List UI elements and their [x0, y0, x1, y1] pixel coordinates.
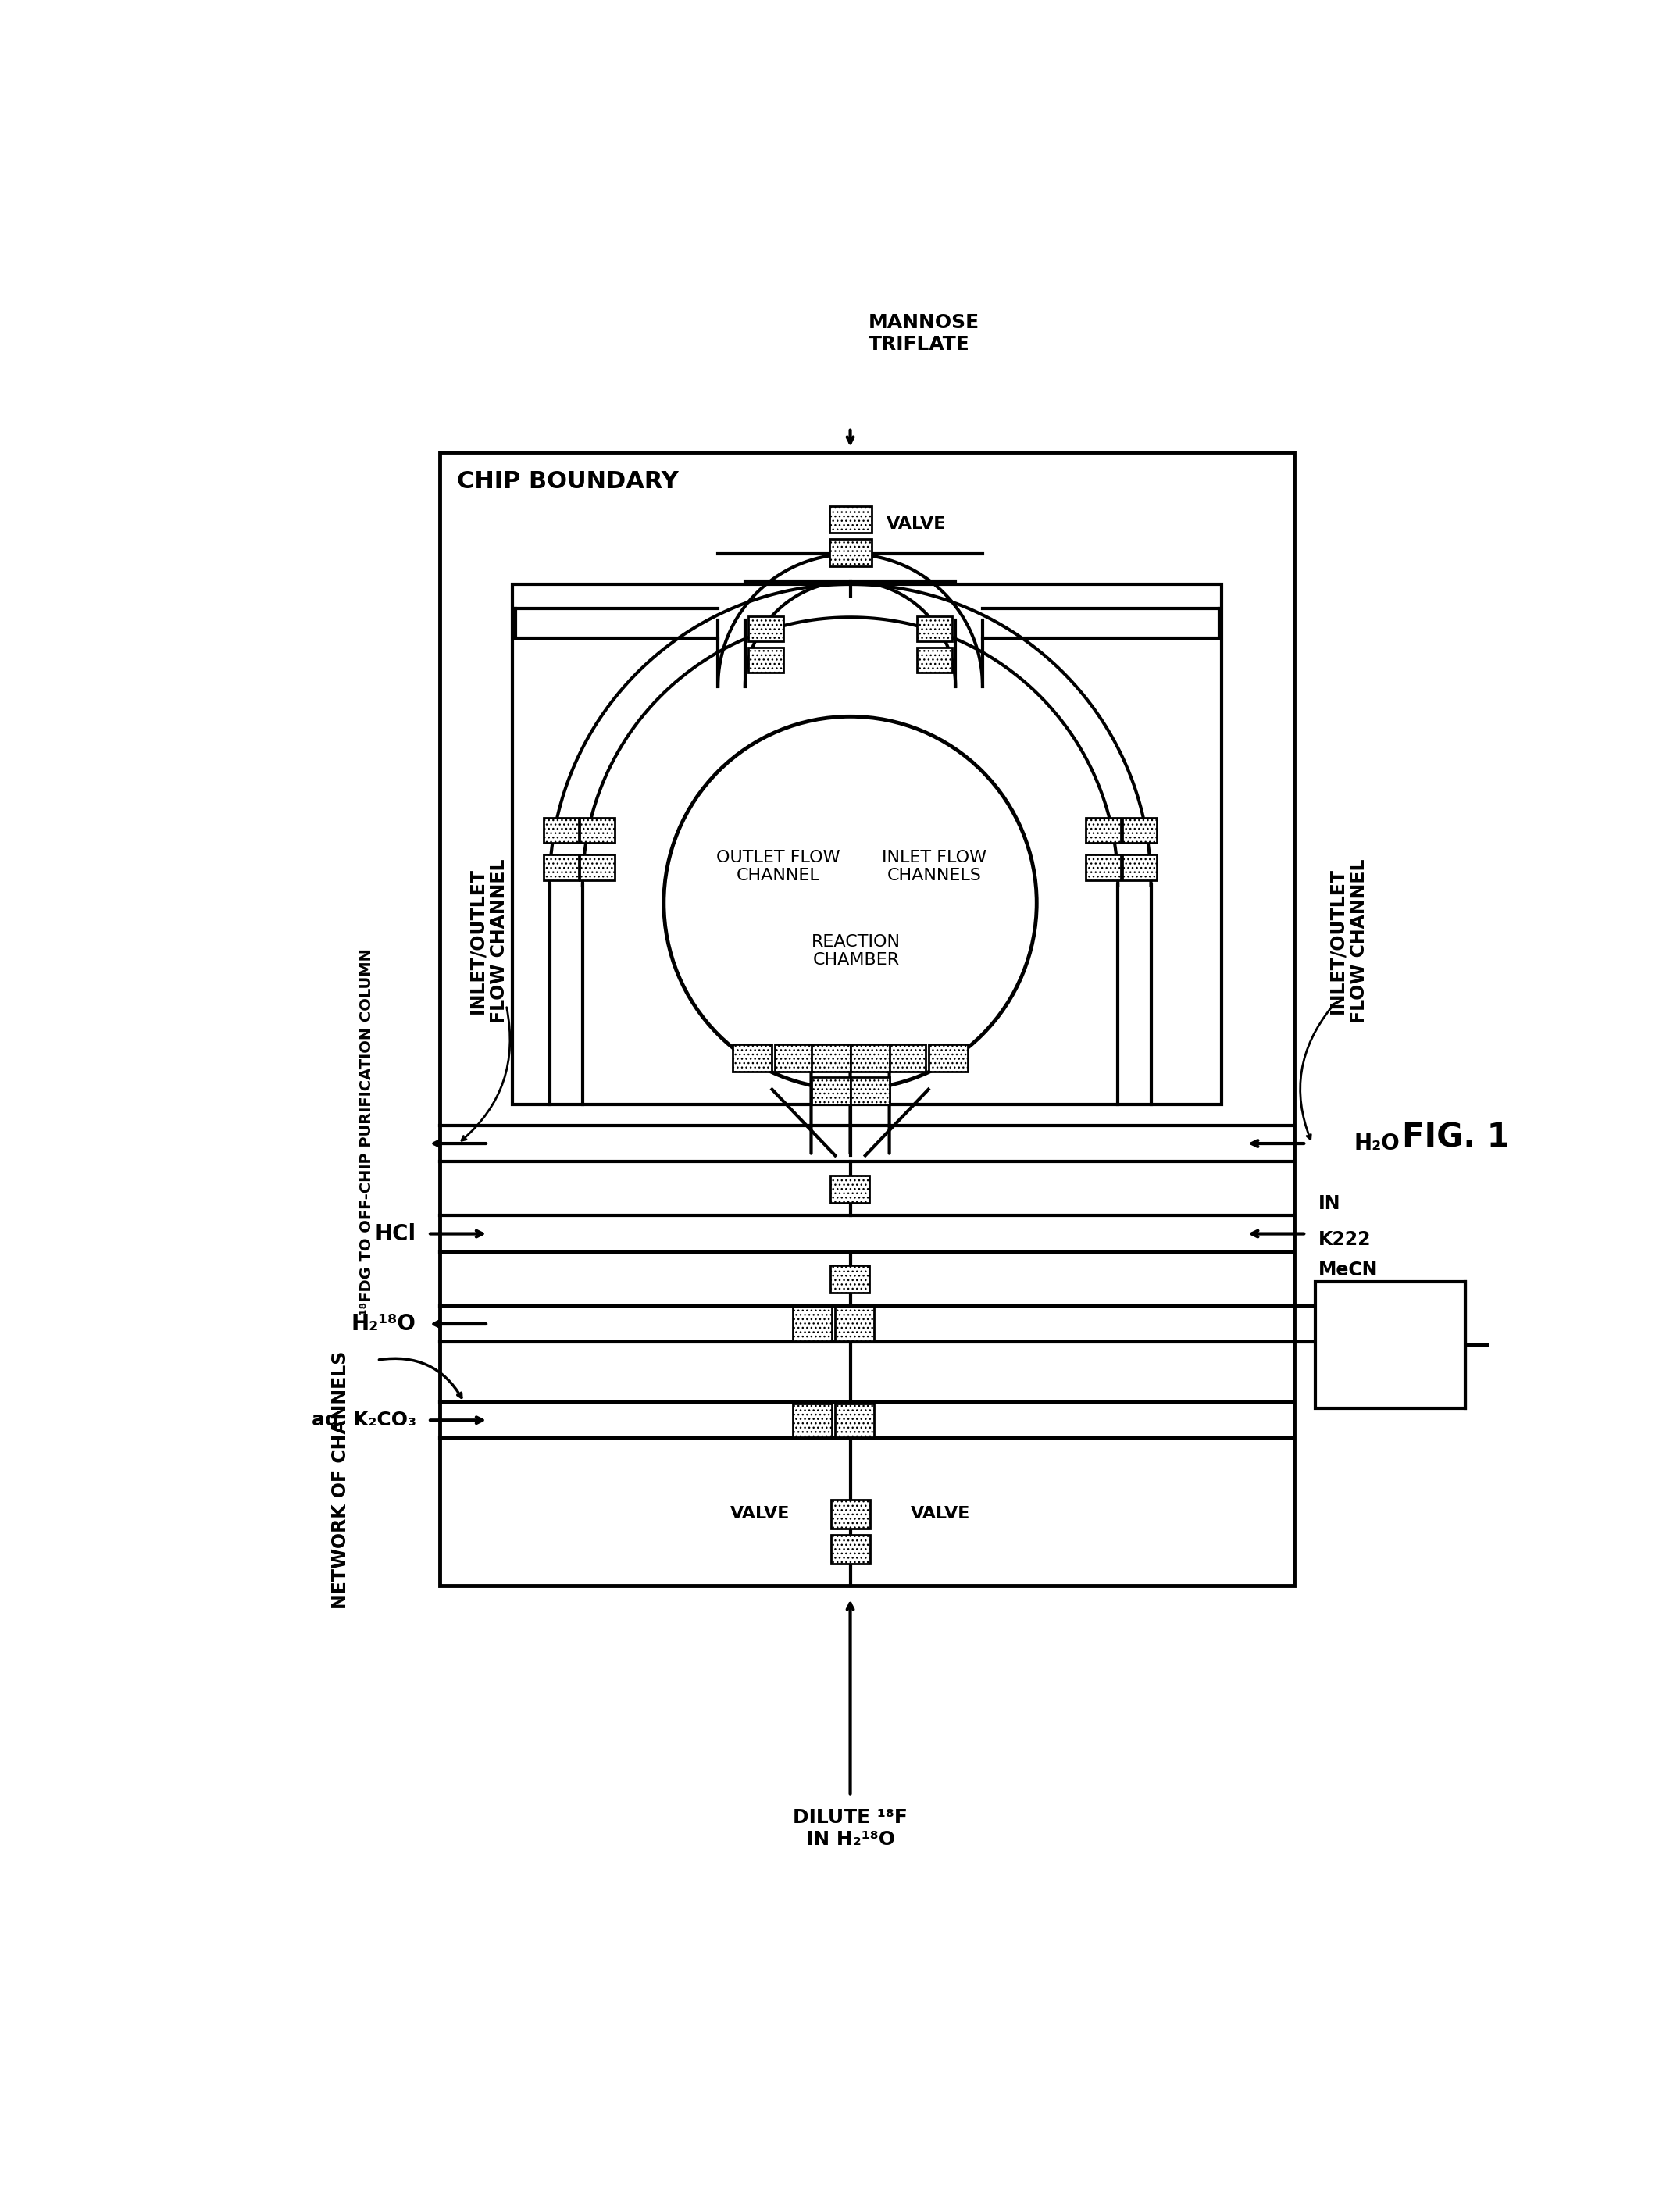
- Text: VALVE: VALVE: [886, 515, 946, 531]
- Bar: [834, 1307, 874, 1340]
- Bar: [733, 1044, 771, 1071]
- Bar: [831, 1500, 869, 1528]
- Bar: [793, 1307, 833, 1340]
- Bar: [579, 818, 614, 843]
- Text: VALVE: VALVE: [730, 1506, 790, 1522]
- Text: CHIP BOUNDARY: CHIP BOUNDARY: [456, 469, 679, 493]
- Bar: [440, 451, 1294, 1586]
- Bar: [830, 507, 871, 533]
- Text: INLET/OUTLET
FLOW CHANNEL: INLET/OUTLET FLOW CHANNEL: [468, 858, 508, 1024]
- Bar: [834, 1402, 874, 1438]
- Text: INLET/OUTLET
FLOW CHANNEL: INLET/OUTLET FLOW CHANNEL: [1327, 858, 1369, 1024]
- Text: H₂¹⁸O: H₂¹⁸O: [352, 1314, 416, 1334]
- Bar: [917, 648, 952, 672]
- Bar: [748, 648, 783, 672]
- Text: H₂O: H₂O: [1354, 1133, 1400, 1155]
- Text: DILUTE ¹⁸F
IN H₂¹⁸O: DILUTE ¹⁸F IN H₂¹⁸O: [793, 1807, 907, 1849]
- Bar: [1121, 854, 1156, 880]
- Bar: [886, 1044, 926, 1071]
- Bar: [811, 1077, 849, 1104]
- Bar: [831, 1175, 869, 1203]
- Text: HCl: HCl: [375, 1223, 416, 1245]
- Bar: [917, 617, 952, 641]
- Text: aq. K₂CO₃: aq. K₂CO₃: [312, 1411, 416, 1429]
- Text: FIG. 1: FIG. 1: [1402, 1121, 1510, 1155]
- Bar: [1316, 1281, 1465, 1409]
- Bar: [831, 1265, 869, 1292]
- Bar: [1087, 854, 1121, 880]
- Bar: [579, 854, 614, 880]
- Bar: [793, 1402, 833, 1438]
- Text: MeCN: MeCN: [1319, 1261, 1379, 1279]
- Text: INLET FLOW
CHANNELS: INLET FLOW CHANNELS: [883, 849, 987, 885]
- Bar: [775, 1044, 815, 1071]
- Bar: [513, 584, 1223, 1104]
- Bar: [811, 1044, 849, 1071]
- Text: MANNOSE
TRIFLATE: MANNOSE TRIFLATE: [868, 314, 979, 354]
- Text: REACTION
CHAMBER: REACTION CHAMBER: [811, 933, 901, 969]
- Bar: [849, 1077, 889, 1104]
- Text: VALVE: VALVE: [911, 1506, 971, 1522]
- Bar: [544, 818, 579, 843]
- Bar: [849, 1044, 889, 1071]
- Text: IN: IN: [1319, 1194, 1340, 1212]
- Text: NETWORK OF CHANNELS: NETWORK OF CHANNELS: [332, 1352, 350, 1610]
- Bar: [1121, 818, 1156, 843]
- Bar: [830, 540, 871, 566]
- Bar: [544, 854, 579, 880]
- Text: K222: K222: [1319, 1230, 1370, 1250]
- Bar: [748, 617, 783, 641]
- Bar: [831, 1535, 869, 1564]
- Text: ¹⁸FDG TO OFF-CHIP PURIFICATION COLUMN: ¹⁸FDG TO OFF-CHIP PURIFICATION COLUMN: [358, 949, 373, 1314]
- Bar: [1087, 818, 1121, 843]
- Text: OUTLET FLOW
CHANNEL: OUTLET FLOW CHANNEL: [717, 849, 839, 885]
- Bar: [929, 1044, 967, 1071]
- Text: ION
EXCHANGE: ION EXCHANGE: [1331, 1325, 1450, 1365]
